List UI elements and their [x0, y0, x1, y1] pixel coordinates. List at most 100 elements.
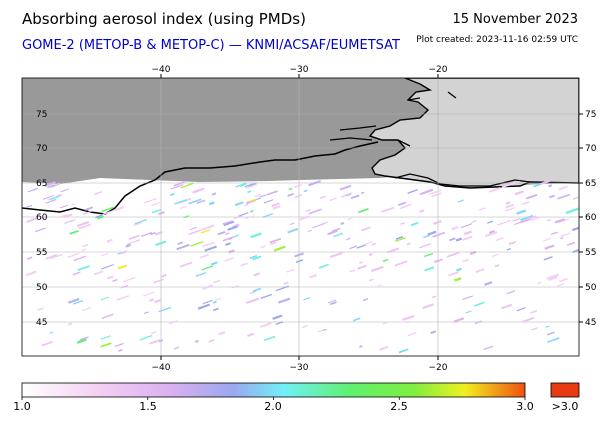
aerosol-pixel — [381, 206, 395, 213]
aerosol-pixel — [283, 281, 289, 285]
aerosol-pixel — [82, 210, 93, 215]
aerosol-pixel — [287, 192, 294, 197]
aerosol-pixel — [212, 300, 217, 304]
aerosol-pixel — [213, 279, 221, 284]
aerosol-pixel — [106, 275, 114, 280]
colorbar-label-1-0: 1.0 — [13, 400, 31, 413]
aerosol-pixel — [544, 244, 555, 250]
aerosol-pixel — [202, 299, 213, 305]
aerosol-pixel — [45, 254, 58, 260]
aerosol-pixel — [488, 230, 495, 234]
aerosol-pixel — [247, 190, 252, 194]
aerosol-pixel — [363, 241, 373, 246]
aerosol-pixel — [303, 297, 311, 301]
aerosol-pixel — [457, 199, 465, 203]
aerosol-pixel — [510, 180, 520, 186]
aerosol-pixel — [318, 263, 330, 269]
aerosol-pixel — [76, 221, 90, 227]
aerosol-pixel — [368, 252, 373, 257]
aerosol-pixel — [200, 229, 211, 234]
lon-tick-bottom-3: −20 — [429, 363, 448, 373]
aerosol-pixel — [190, 240, 204, 247]
lat-tick-left-55: 55 — [36, 248, 47, 258]
aerosol-pixel — [106, 238, 113, 243]
aerosol-pixel — [546, 331, 555, 336]
aerosol-pixel — [430, 330, 437, 335]
aerosol-pixel — [153, 278, 165, 284]
aerosol-pixel — [360, 191, 365, 195]
aerosol-pixel — [410, 221, 419, 227]
aerosol-pixel — [155, 240, 167, 247]
aerosol-pixel — [272, 314, 283, 320]
aerosol-pixel — [506, 290, 516, 295]
aerosol-pixel — [558, 218, 570, 224]
aerosol-pixel — [431, 192, 442, 198]
aerosol-pixel — [160, 274, 167, 278]
aerosol-pixel — [158, 306, 172, 313]
aerosol-pixel — [546, 337, 560, 343]
aerosol-pixel — [228, 249, 235, 254]
aerosol-pixel — [446, 251, 460, 258]
aerosol-pixel — [546, 218, 552, 222]
aerosol-pixel — [359, 344, 363, 348]
aerosol-pixel — [497, 219, 511, 226]
aerosol-pixel — [132, 222, 142, 227]
aerosol-pixel — [139, 334, 153, 341]
aerosol-pixel — [45, 198, 57, 204]
aerosol-pixel — [245, 297, 260, 305]
aerosol-pixel — [69, 229, 79, 235]
aerosol-pixel — [566, 241, 576, 247]
aerosol-pixel — [456, 267, 462, 272]
aerosol-pixel — [307, 229, 312, 233]
aerosol-pixel — [382, 258, 389, 263]
aerosol-pixel — [192, 187, 205, 194]
lat-tick-right-60: 60 — [585, 213, 597, 223]
aerosol-pixel — [394, 237, 406, 243]
aerosol-pixel — [134, 218, 148, 225]
aerosol-pixel — [259, 322, 272, 328]
aerosol-pixel — [117, 252, 122, 255]
iceland-coast-detail — [394, 173, 531, 187]
lat-tick-left-65: 65 — [36, 179, 47, 189]
lat-tick-right-65: 65 — [585, 179, 596, 189]
aerosol-pixel — [548, 276, 558, 281]
aerosol-pixel — [249, 209, 254, 213]
aerosol-pixel — [125, 243, 132, 248]
aerosol-pixel — [263, 335, 276, 342]
aerosol-pixel — [486, 220, 494, 224]
aerosol-pixel — [419, 209, 425, 213]
aerosol-pixel — [514, 190, 524, 196]
aerosol-index-pixels — [25, 178, 579, 354]
aerosol-pixel — [505, 203, 515, 209]
aerosol-pixel — [548, 184, 553, 188]
aerosol-pixel — [170, 184, 184, 190]
aerosol-pixel — [571, 226, 579, 232]
aerosol-pixel — [333, 232, 344, 238]
colorbar-ticks — [21, 397, 526, 400]
aerosol-pixel — [201, 284, 214, 291]
aerosol-pixel — [346, 237, 351, 241]
lon-tick-top-3: −20 — [429, 65, 448, 75]
aerosol-pixel — [506, 247, 511, 251]
aerosol-pixel — [462, 235, 473, 241]
aerosol-pixel — [407, 331, 417, 337]
aerosol-pixel — [263, 199, 274, 204]
aerosol-pixel — [154, 298, 162, 304]
aerosol-pixel — [349, 269, 356, 273]
aerosol-pixel — [73, 255, 87, 262]
aerosol-pixel — [37, 307, 44, 311]
aerosol-pixel — [34, 227, 46, 233]
aerosol-pixel — [349, 245, 358, 250]
aerosol-pixel — [77, 265, 90, 272]
aerosol-pixel — [453, 317, 465, 323]
aerosol-pixel — [247, 332, 255, 337]
aerosol-pixel — [217, 231, 226, 236]
aerosol-pixel — [407, 188, 419, 194]
aerosol-pixel — [286, 268, 295, 273]
aerosol-pixel — [432, 231, 446, 238]
greenland-coastline — [22, 141, 379, 215]
aerosol-pixel — [93, 191, 102, 196]
aerosol-pixel — [173, 181, 185, 187]
aerosol-pixel — [272, 205, 281, 210]
aerosol-pixel — [537, 281, 542, 285]
